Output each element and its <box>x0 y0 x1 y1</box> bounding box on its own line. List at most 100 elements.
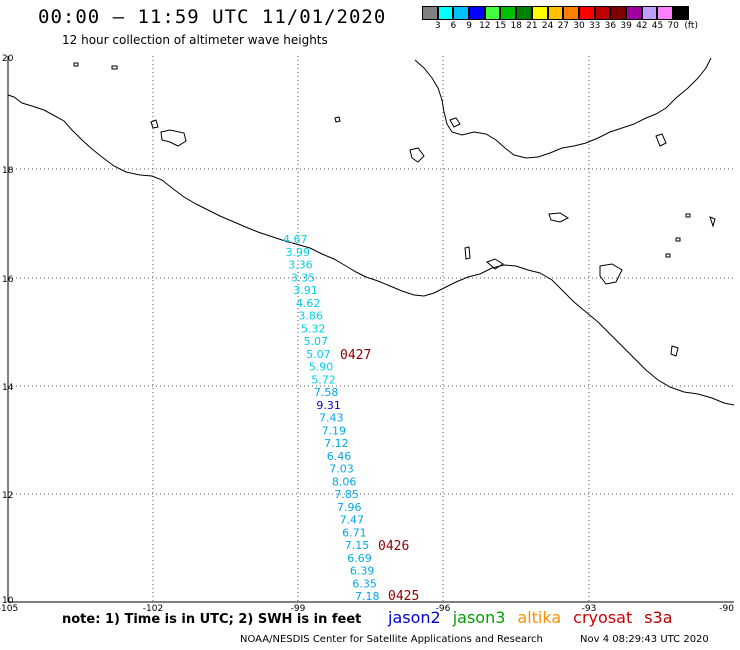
satellite-name: s3a <box>644 608 673 627</box>
legend-label: 15 <box>494 21 507 31</box>
wave-height-value: 4.67 <box>283 233 308 246</box>
wave-height-value: 6.69 <box>347 552 372 565</box>
wave-height-value: 7.12 <box>324 437 349 450</box>
wave-height-value: 9.31 <box>316 399 341 412</box>
track-time-label: 0426 <box>378 539 409 554</box>
wave-height-value: 6.71 <box>342 526 367 539</box>
wave-height-value: 3.86 <box>298 310 323 323</box>
wave-height-value: 6.35 <box>352 577 377 590</box>
wave-height-value: 7.18 <box>355 590 380 603</box>
satellite-name: jason2 <box>388 608 441 627</box>
satellite-name: jason3 <box>452 608 506 627</box>
coastline-pacific <box>7 94 735 406</box>
longitude-label: -102 <box>143 604 163 614</box>
track-time-label: 0427 <box>340 348 371 363</box>
legend-swatch <box>469 6 485 20</box>
legend-label: 42 <box>636 21 648 31</box>
map-title: 00:00 – 11:59 UTC 11/01/2020 <box>38 6 387 28</box>
wave-height-value: 7.43 <box>319 412 344 425</box>
legend-unit: (ft) <box>684 21 698 31</box>
altimeter-track: 4.673.993.363.353.914.623.865.325.075.07… <box>283 233 380 603</box>
wave-height-value: 7.58 <box>314 386 339 399</box>
satellite-name: altika <box>517 608 562 627</box>
legend-label: 45 <box>651 21 664 31</box>
wave-height-value: 5.07 <box>306 348 331 361</box>
legend-label: 6 <box>450 21 457 31</box>
legend-label: 27 <box>557 21 570 31</box>
legend-swatch <box>610 6 626 20</box>
coastline-gulf <box>414 57 712 159</box>
wave-height-value: 5.32 <box>301 322 326 335</box>
wave-height-value: 3.35 <box>291 271 316 284</box>
wave-height-value: 8.06 <box>332 475 357 488</box>
legend-label: 36 <box>604 21 617 31</box>
wave-height-value: 7.03 <box>329 463 354 476</box>
latitude-label: 20 <box>2 54 14 64</box>
longitude-labels: -105 -102 -99 -96 -93 -90 <box>0 604 734 614</box>
map-frame <box>7 56 734 603</box>
legend-label: 9 <box>466 21 472 31</box>
latitude-label: 16 <box>2 275 14 285</box>
track-time-labels: 0427 0426 0425 <box>340 348 419 604</box>
wave-height-value: 7.96 <box>337 501 362 514</box>
longitude-label: -96 <box>436 604 451 614</box>
legend-swatch <box>437 6 454 20</box>
legend-label: 39 <box>620 21 632 31</box>
wave-height-value: 5.07 <box>304 335 329 348</box>
latitude-labels: 20 18 16 14 12 10 <box>2 54 14 606</box>
wave-height-value: 6.39 <box>350 565 375 578</box>
latitude-label: 18 <box>2 166 14 176</box>
legend-swatch <box>657 6 673 20</box>
legend-label: 33 <box>588 21 601 31</box>
wave-height-value: 3.99 <box>286 246 311 259</box>
legend-swatch <box>484 6 501 20</box>
legend-swatch <box>516 6 532 20</box>
legend-label: 3 <box>434 21 441 31</box>
legend-label: 18 <box>510 21 522 31</box>
footer-timestamp: Nov 4 08:29:43 UTC 2020 <box>580 634 709 645</box>
legend-label: 24 <box>541 21 554 31</box>
legend-swatch <box>625 6 642 20</box>
map-subtitle: 12 hour collection of altimeter wave hei… <box>62 33 328 47</box>
legend-swatch <box>594 6 611 20</box>
satellite-name: cryosat <box>573 608 633 627</box>
longitude-label: -90 <box>719 604 734 614</box>
legend-label: 12 <box>479 21 491 31</box>
wave-height-value: 4.62 <box>296 297 321 310</box>
longitude-label: -99 <box>291 604 306 614</box>
units-note: note: 1) Time is in UTC; 2) SWH is in fe… <box>62 612 362 627</box>
latitude-label: 10 <box>2 596 14 606</box>
color-legend <box>422 6 689 20</box>
legend-label: 30 <box>573 21 585 31</box>
latitude-label: 12 <box>2 491 13 501</box>
track-time-label: 0425 <box>388 589 419 604</box>
wave-height-value: 7.19 <box>322 424 347 437</box>
graticule <box>8 56 734 602</box>
footer-credit: NOAA/NESDIS Center for Satellite Applica… <box>240 634 543 645</box>
legend-swatch <box>673 6 689 20</box>
wave-height-value: 7.85 <box>334 488 359 501</box>
wave-height-value: 6.46 <box>327 450 352 463</box>
legend-label: 70 <box>667 21 679 31</box>
legend-swatch <box>422 6 438 20</box>
small-islands <box>73 62 716 357</box>
legend-swatch <box>500 6 517 20</box>
longitude-label: -105 <box>0 604 18 614</box>
wave-height-value: 3.36 <box>288 259 313 272</box>
latitude-label: 14 <box>2 383 14 393</box>
wave-height-value: 3.91 <box>293 284 318 297</box>
wave-height-value: 5.72 <box>311 373 336 386</box>
longitude-label: -93 <box>582 604 597 614</box>
wave-height-value: 7.15 <box>345 539 370 552</box>
wave-height-value: 5.90 <box>309 361 334 374</box>
legend-swatch <box>641 6 658 20</box>
legend-swatch <box>547 6 564 20</box>
legend-swatch <box>453 6 470 20</box>
legend-swatch <box>531 6 548 20</box>
legend-swatch <box>563 6 579 20</box>
satellite-legend: jason2 jason3 altika cryosat s3a <box>388 608 685 627</box>
legend-label: 21 <box>526 21 538 31</box>
legend-swatch <box>578 6 595 20</box>
wave-height-value: 7.47 <box>340 514 365 527</box>
